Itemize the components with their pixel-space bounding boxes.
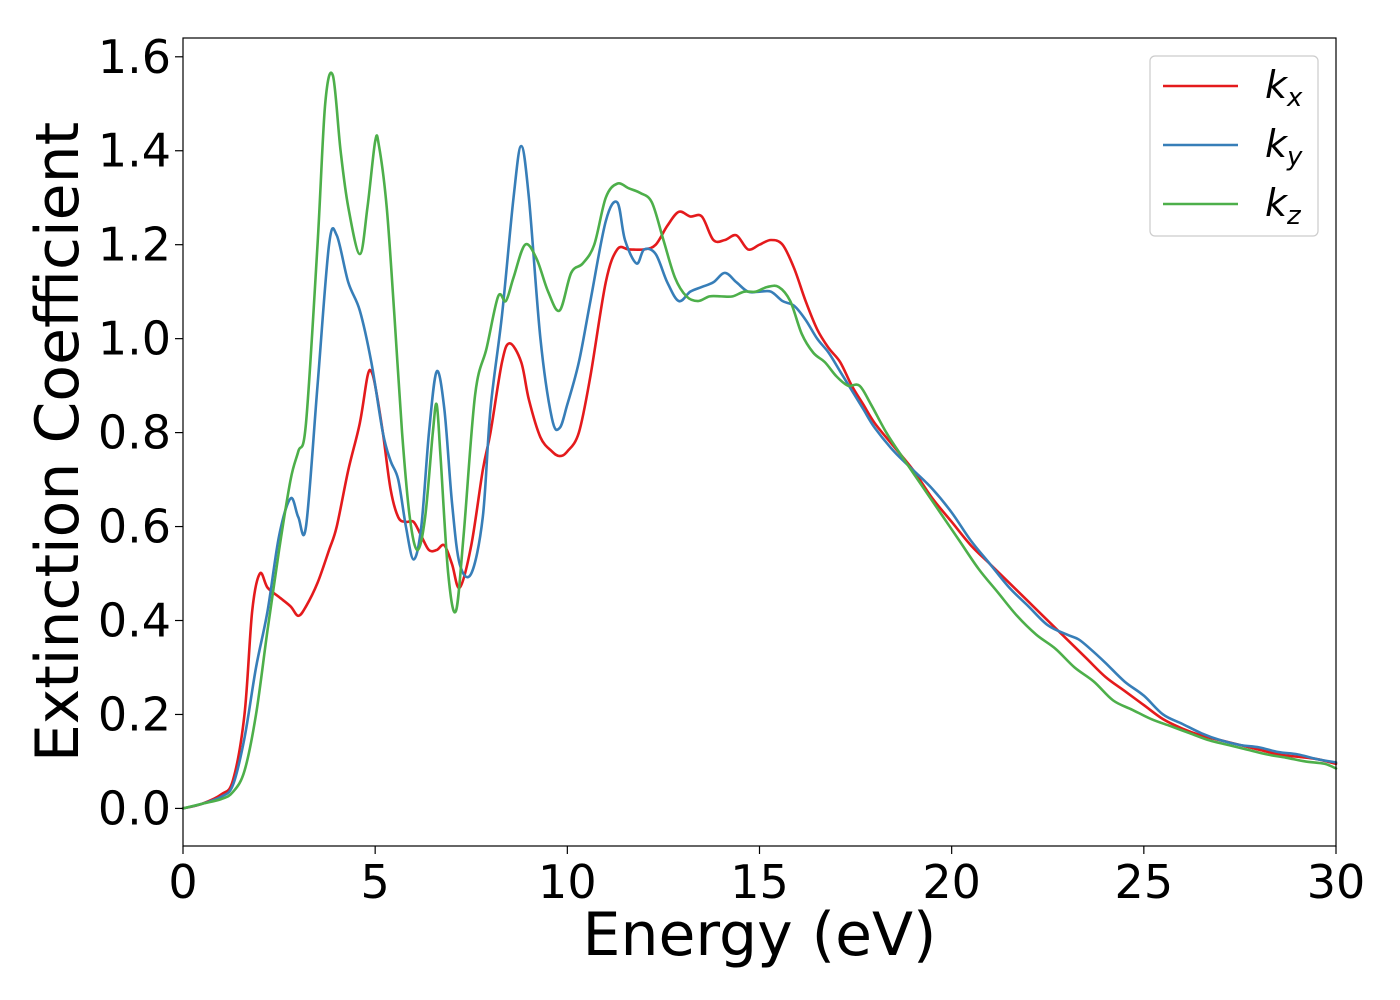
x-axis-title: Energy (eV): [583, 900, 937, 970]
x-tick-label: 15: [730, 855, 789, 909]
x-tick-label: 10: [538, 855, 597, 909]
legend-label-kz: kz: [1265, 181, 1302, 231]
y-tick-label: 1.4: [98, 124, 171, 178]
y-axis-ticks: 0.0 0.2 0.4 0.6 0.8 1.0 1.2 1.4 1.6: [98, 30, 183, 835]
y-tick-label: 0.8: [98, 406, 171, 460]
series-line-kz: [181, 71, 1338, 810]
x-tick-label: 5: [361, 855, 390, 909]
series-layer: [181, 71, 1338, 810]
y-tick-label: 1.6: [98, 30, 171, 84]
legend-label-ky: ky: [1265, 122, 1303, 172]
plot-background: [183, 38, 1336, 846]
y-tick-label: 1.0: [98, 312, 171, 366]
y-tick-label: 0.2: [98, 687, 171, 741]
x-tick-label: 25: [1115, 855, 1174, 909]
x-axis-ticks: 0 5 10 15 20 25 30: [168, 846, 1365, 909]
y-tick-label: 0.0: [98, 781, 171, 835]
y-tick-label: 0.4: [98, 594, 171, 648]
y-axis-title: Extinction Coefficient: [23, 122, 93, 762]
y-tick-label: 1.2: [98, 218, 171, 272]
series-line-kx: [181, 210, 1338, 810]
legend-label-kx: kx: [1265, 63, 1303, 113]
x-tick-label: 0: [168, 855, 197, 909]
x-tick-label: 20: [922, 855, 981, 909]
series-line-ky: [181, 144, 1338, 810]
x-tick-label: 30: [1307, 855, 1366, 909]
y-tick-label: 0.6: [98, 500, 171, 554]
legend: kx ky kz: [1149, 55, 1319, 237]
